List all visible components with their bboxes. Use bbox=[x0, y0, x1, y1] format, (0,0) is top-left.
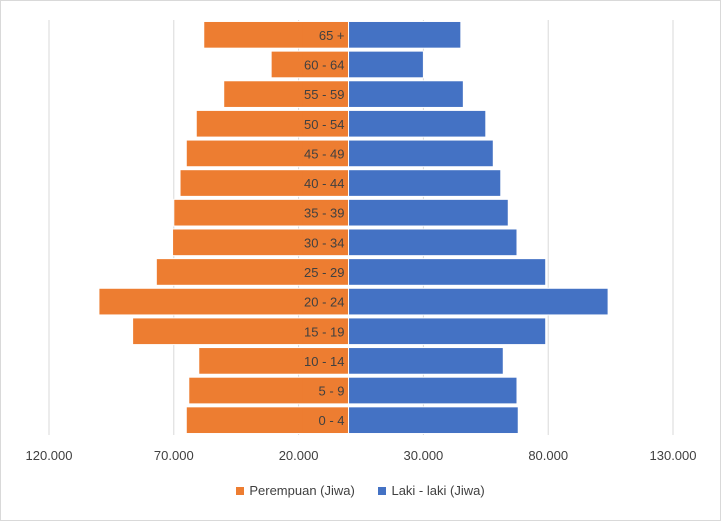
category-label-backdrop bbox=[302, 289, 348, 314]
category-label: 15 - 19 bbox=[304, 324, 344, 339]
x-tick-label: 20.000 bbox=[279, 448, 319, 463]
legend-swatch-perempuan bbox=[236, 487, 245, 495]
category-label-backdrop bbox=[302, 52, 348, 77]
x-tick-label: 130.000 bbox=[650, 448, 697, 463]
bar-laki-laki bbox=[348, 287, 609, 316]
bar-laki-laki bbox=[348, 109, 487, 138]
bar-laki-laki bbox=[348, 198, 509, 227]
legend-swatch-laki-laki bbox=[378, 487, 387, 495]
category-label: 0 - 4 bbox=[319, 413, 345, 428]
legend-label-perempuan: Perempuan (Jiwa) bbox=[249, 483, 355, 498]
category-label: 55 - 59 bbox=[304, 87, 344, 102]
category-label: 60 - 64 bbox=[304, 57, 344, 72]
bar-laki-laki bbox=[348, 347, 504, 375]
category-label-backdrop bbox=[302, 318, 348, 344]
x-tick-label: 120.000 bbox=[26, 448, 73, 463]
category-label-backdrop bbox=[302, 81, 348, 107]
category-label: 5 - 9 bbox=[319, 384, 345, 399]
category-label: 10 - 14 bbox=[304, 354, 344, 369]
bar-laki-laki bbox=[348, 169, 502, 197]
category-label-backdrop bbox=[302, 200, 348, 226]
bar-laki-laki bbox=[348, 406, 519, 435]
category-labels: 0 - 4 5 - 9 10 - 14 15 - 19 20 - 24 25 - 29 30… bbox=[302, 22, 348, 433]
category-label-backdrop bbox=[302, 170, 348, 196]
category-label-backdrop bbox=[302, 407, 348, 433]
category-label: 20 - 24 bbox=[304, 295, 344, 310]
category-label: 35 - 39 bbox=[304, 206, 344, 221]
legend-label-laki-laki: Laki - laki (Jiwa) bbox=[391, 483, 485, 498]
bar-laki-laki bbox=[348, 139, 494, 168]
bar-laki-laki bbox=[348, 228, 518, 257]
category-label-backdrop bbox=[302, 348, 348, 374]
x-tick-label: 80.000 bbox=[528, 448, 568, 463]
bar-laki-laki bbox=[348, 258, 547, 286]
category-label-backdrop bbox=[302, 141, 348, 166]
category-label: 25 - 29 bbox=[304, 265, 344, 280]
x-axis-tick-labels: 120.000 70.000 20.000 30.000 80.000 130.000 bbox=[26, 448, 697, 463]
bar-laki-laki bbox=[348, 376, 518, 405]
category-label-backdrop bbox=[302, 22, 348, 48]
category-label: 50 - 54 bbox=[304, 117, 344, 132]
category-label-backdrop bbox=[302, 229, 348, 255]
category-label-backdrop bbox=[302, 259, 348, 285]
bar-laki-laki bbox=[348, 20, 462, 49]
category-label-backdrop bbox=[302, 378, 348, 403]
category-label: 65 + bbox=[319, 28, 345, 43]
bar-laki-laki bbox=[348, 317, 547, 346]
x-tick-label: 70.000 bbox=[154, 448, 194, 463]
legend: Perempuan (Jiwa) Laki - laki (Jiwa) bbox=[0, 483, 721, 498]
category-label-backdrop bbox=[302, 111, 348, 137]
category-label: 40 - 44 bbox=[304, 176, 344, 191]
bar-laki-laki bbox=[348, 50, 424, 79]
legend-item-laki-laki: Laki - laki (Jiwa) bbox=[378, 483, 485, 498]
category-label: 30 - 34 bbox=[304, 235, 344, 250]
legend-item-perempuan: Perempuan (Jiwa) bbox=[236, 483, 355, 498]
bars bbox=[98, 20, 609, 435]
x-tick-label: 30.000 bbox=[404, 448, 444, 463]
category-label: 45 - 49 bbox=[304, 146, 344, 161]
bar-laki-laki bbox=[348, 80, 464, 108]
